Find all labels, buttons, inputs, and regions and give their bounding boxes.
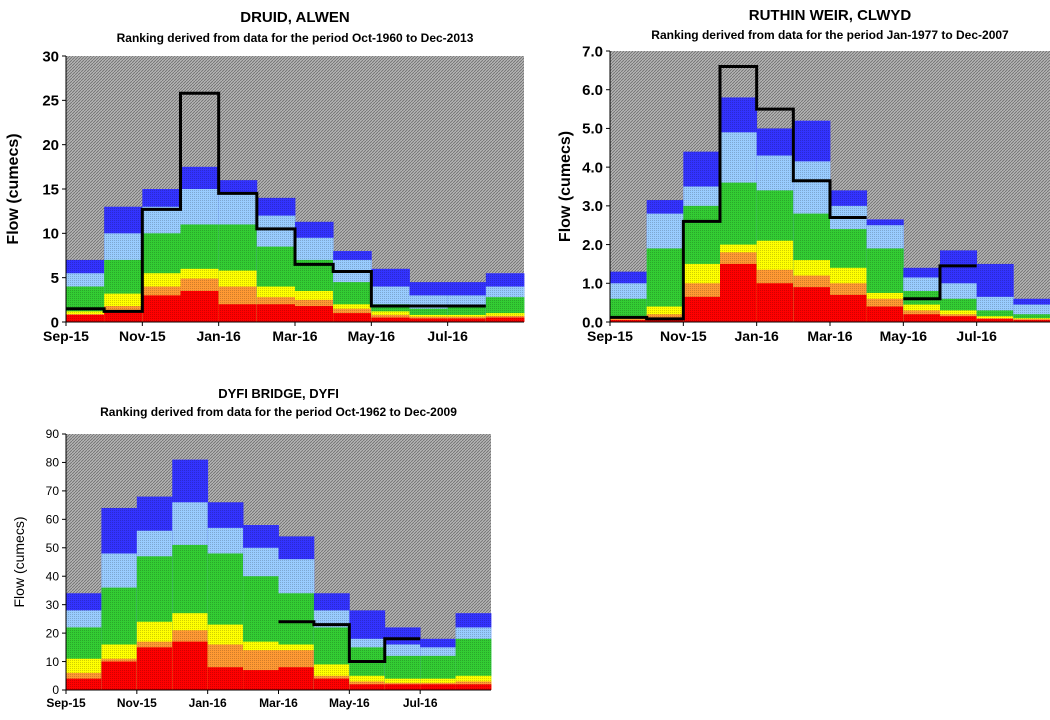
band-texture-Feb-16	[243, 525, 279, 690]
x-tick-label: Mar-16	[272, 328, 317, 344]
x-tick-label: Nov-15	[119, 328, 166, 344]
band-texture-Mar-16	[278, 536, 315, 690]
y-tick-label: 0	[52, 683, 59, 697]
band-texture-May-16	[371, 268, 410, 322]
band-texture-Feb-16	[256, 197, 296, 322]
y-tick-label: 10	[42, 226, 59, 243]
band-texture-May-16	[349, 610, 386, 690]
y-tick-label: 4.0	[582, 159, 603, 176]
y-tick-label: 25	[42, 93, 59, 110]
band-texture-Nov-15	[136, 496, 173, 690]
x-tick-label: Nov-15	[117, 696, 157, 710]
x-tick-label: Mar-16	[259, 696, 298, 710]
band-texture-Jun-16	[384, 627, 421, 690]
band-texture-Feb-16	[793, 120, 831, 322]
chart-svg-ruthin-weir: RUTHIN WEIR, CLWYD Ranking derived from d…	[557, 7, 1050, 344]
y-tick-label: 3.0	[582, 198, 603, 215]
band-texture-Sep-15	[610, 271, 648, 322]
x-tick-label: Sep-15	[43, 328, 89, 344]
x-tick-label: May-16	[348, 328, 396, 344]
y-tick-label: 15	[42, 181, 59, 198]
chart-subtitle: Ranking derived from data for the period…	[100, 405, 457, 419]
band-texture-Dec-15	[180, 166, 220, 322]
band-texture-Aug-16	[455, 613, 492, 690]
band-texture-Sep-15	[66, 593, 102, 690]
band-texture-Jun-16	[940, 250, 978, 322]
y-tick-label: 60	[46, 513, 60, 527]
band-texture-May-16	[903, 267, 941, 322]
y-tick-label: 30	[46, 598, 60, 612]
x-tick-label: Sep-15	[587, 328, 633, 344]
x-tick-label: Jan-16	[196, 328, 241, 344]
y-tick-label: 5	[51, 270, 59, 287]
y-tick-label: 0.0	[582, 314, 603, 331]
flow-step-line	[66, 91, 486, 313]
chart-title: RUTHIN WEIR, CLWYD	[749, 7, 912, 24]
y-axis-label: Flow (cumecs)	[11, 516, 27, 607]
x-tick-label: May-16	[329, 696, 370, 710]
band-texture-Nov-15	[683, 151, 721, 322]
chart-druid-alwen: DRUID, ALWEN Ranking derived from data fo…	[0, 0, 530, 350]
chart-svg-dyfi-bridge: DYFI BRIDGE, DYFI Ranking derived from da…	[11, 386, 492, 710]
y-tick-label: 20	[46, 626, 60, 640]
band-texture-Nov-15	[142, 189, 181, 322]
y-tick-label: 1.0	[582, 276, 603, 293]
y-axis-label: Flow (cumecs)	[5, 133, 22, 244]
x-tick-label: Sep-15	[46, 696, 86, 710]
band-texture-Apr-16	[313, 593, 350, 690]
band-texture-Jan-16	[756, 128, 794, 322]
y-tick-label: 7.0	[582, 43, 603, 60]
y-tick-label: 6.0	[582, 82, 603, 99]
y-tick-label: 40	[46, 569, 60, 583]
chart-title: DYFI BRIDGE, DYFI	[218, 386, 339, 401]
y-tick-label: 10	[46, 655, 60, 669]
x-tick-label: Jan-16	[189, 696, 227, 710]
band-texture-Jul-16	[976, 263, 1014, 322]
y-tick-label: 5.0	[582, 121, 603, 138]
band-texture-Jan-16	[207, 502, 244, 690]
chart-subtitle: Ranking derived from data for the period…	[117, 31, 474, 45]
chart-dyfi-bridge: DYFI BRIDGE, DYFI Ranking derived from da…	[0, 378, 530, 715]
y-tick-label: 2.0	[582, 237, 603, 254]
y-tick-label: 50	[46, 541, 60, 555]
y-tick-label: 20	[42, 137, 59, 154]
y-axis-label: Flow (cumecs)	[557, 131, 574, 242]
chart-ruthin-weir: RUTHIN WEIR, CLWYD Ranking derived from d…	[540, 0, 1050, 350]
band-texture-Aug-16	[485, 273, 525, 322]
band-texture-Oct-15	[101, 507, 138, 690]
chart-svg-druid-alwen: DRUID, ALWEN Ranking derived from data fo…	[5, 9, 525, 344]
band-texture-Apr-16	[333, 251, 372, 322]
band-texture-Oct-15	[646, 200, 684, 322]
band-texture-Jul-16	[420, 638, 456, 690]
band-texture-Aug-16	[1013, 298, 1050, 322]
band-texture-Oct-15	[104, 206, 143, 322]
band-texture-Jun-16	[409, 282, 449, 322]
x-tick-label: Nov-15	[660, 328, 707, 344]
y-tick-label: 0	[51, 314, 59, 331]
x-tick-label: Jul-16	[403, 696, 438, 710]
band-texture-Mar-16	[295, 221, 334, 322]
x-tick-label: Mar-16	[807, 328, 852, 344]
flow-step-line	[278, 620, 421, 664]
band-texture-Sep-15	[66, 259, 105, 322]
y-tick-label: 70	[46, 484, 60, 498]
flow-step-line	[610, 64, 977, 321]
band-texture-Jan-16	[218, 180, 258, 322]
band-texture-Dec-15	[720, 97, 758, 322]
band-texture-Dec-15	[172, 459, 209, 690]
band-texture-Jul-16	[447, 282, 487, 322]
y-tick-label: 30	[42, 48, 59, 65]
band-texture-Apr-16	[866, 219, 904, 322]
y-tick-label: 80	[46, 456, 60, 470]
band-texture-Mar-16	[830, 190, 868, 322]
x-tick-label: Jan-16	[734, 328, 779, 344]
x-tick-label: Jul-16	[956, 328, 997, 344]
chart-title: DRUID, ALWEN	[240, 9, 349, 26]
x-tick-label: May-16	[880, 328, 928, 344]
x-tick-label: Jul-16	[427, 328, 468, 344]
y-tick-label: 90	[46, 427, 60, 441]
chart-subtitle: Ranking derived from data for the period…	[651, 28, 1009, 42]
